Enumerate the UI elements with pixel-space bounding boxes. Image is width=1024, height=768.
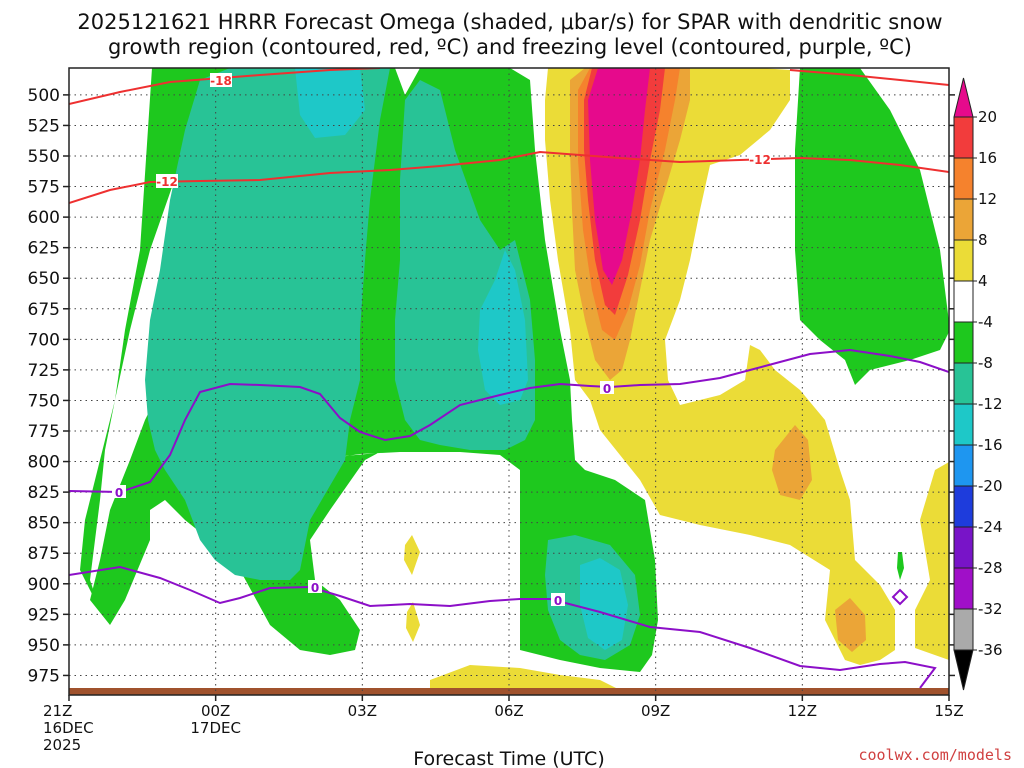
y-tick-label-625: 625 xyxy=(28,239,60,259)
colorbar-label-0: 20 xyxy=(978,108,997,126)
colorbar-segment-10 xyxy=(953,526,974,569)
colorbar-label-13: -36 xyxy=(978,641,1003,659)
chart-title-line-1: 2025121621 HRRR Forecast Omega (shaded, … xyxy=(77,10,942,34)
x-tick-label-2-0: 03Z xyxy=(348,702,377,720)
x-tick-label-5-0: 12Z xyxy=(788,702,817,720)
colorbar-top-triangle xyxy=(953,77,974,118)
colorbar-label-6: -8 xyxy=(978,354,993,372)
colorbar-segment-5 xyxy=(953,321,974,364)
omega-shading-cyan xyxy=(295,68,628,650)
y-tick-label-525: 525 xyxy=(28,116,60,136)
chart-title-line-2: growth region (contoured, red, ºC) and f… xyxy=(108,35,912,59)
x-tick-label-0-0: 21Z xyxy=(43,702,72,720)
colorbar-label-10: -24 xyxy=(978,518,1003,536)
y-tick-label-725: 725 xyxy=(28,361,60,381)
colorbar-label-11: -28 xyxy=(978,559,1003,577)
x-tick-label-4-0: 09Z xyxy=(641,702,670,720)
x-axis-label: Forecast Time (UTC) xyxy=(413,748,604,768)
dgz-label-minus12b: -12 xyxy=(749,153,771,167)
y-axis: 500 525 550 575 600 625 650 675 700 725 750 775 800 8… xyxy=(28,86,955,686)
y-tick-label-650: 650 xyxy=(28,269,60,289)
ground-surface xyxy=(69,688,949,695)
colorbar-label-5: -4 xyxy=(978,313,993,331)
colorbar-segment-7 xyxy=(953,403,974,446)
dgz-contour-labels: -18 -12 -12 xyxy=(156,73,771,189)
freezing-label-d: 0 xyxy=(603,382,611,396)
colorbar-segment-6 xyxy=(953,362,974,405)
colorbar-segment-9 xyxy=(953,485,974,528)
y-tick-label-550: 550 xyxy=(28,147,60,167)
colorbar-label-7: -12 xyxy=(978,395,1003,413)
freezing-level-contours xyxy=(69,348,949,689)
credit-text: coolwx.com/models xyxy=(858,746,1012,764)
colorbar-segment-1 xyxy=(953,157,974,200)
x-tick-label-1-1: 17DEC xyxy=(190,719,241,737)
y-tick-label-925: 925 xyxy=(28,605,60,625)
y-tick-label-975: 975 xyxy=(28,666,60,686)
y-tick-label-575: 575 xyxy=(28,178,60,198)
dgz-label-minus12a: -12 xyxy=(156,175,178,189)
x-tick-label-0-1: 16DEC xyxy=(43,719,94,737)
y-tick-label-750: 750 xyxy=(28,391,60,411)
colorbar-label-12: -32 xyxy=(978,600,1003,618)
freezing-level-labels: 0 0 0 0 xyxy=(112,381,614,608)
colorbar-segment-12 xyxy=(953,608,974,651)
y-tick-label-700: 700 xyxy=(28,330,60,350)
y-tick-label-800: 800 xyxy=(28,453,60,473)
colorbar-label-2: 12 xyxy=(978,190,997,208)
colorbar-segment-0 xyxy=(953,116,974,159)
y-tick-label-875: 875 xyxy=(28,544,60,564)
colorbar-label-8: -16 xyxy=(978,436,1003,454)
grid-lines xyxy=(69,68,949,695)
colorbar-label-3: 8 xyxy=(978,231,988,249)
y-tick-label-500: 500 xyxy=(28,86,60,106)
y-tick-label-950: 950 xyxy=(28,636,60,656)
x-tick-label-0-2: 2025 xyxy=(43,736,81,754)
x-tick-label-3-0: 06Z xyxy=(494,702,523,720)
colorbar-segment-2 xyxy=(953,198,974,241)
colorbar-segment-8 xyxy=(953,444,974,487)
y-tick-label-900: 900 xyxy=(28,575,60,595)
omega-shading-magenta xyxy=(588,68,650,285)
plot-area: -18 -12 -12 0 0 0 0 xyxy=(69,68,949,695)
colorbar-segment-11 xyxy=(953,567,974,610)
y-tick-label-825: 825 xyxy=(28,483,60,503)
freezing-label-a: 0 xyxy=(115,486,123,500)
x-tick-label-1-0: 00Z xyxy=(201,702,230,720)
y-tick-label-600: 600 xyxy=(28,208,60,228)
y-tick-label-675: 675 xyxy=(28,300,60,320)
freezing-label-c: 0 xyxy=(554,594,562,608)
colorbar: 20 16 12 8 4 -4 -8 -12 -16 -20 -24 -28 -32 -36 xyxy=(953,77,1003,691)
colorbar-label-1: 16 xyxy=(978,149,997,167)
colorbar-label-9: -20 xyxy=(978,477,1003,495)
x-tick-label-6-0: 15Z xyxy=(934,702,963,720)
freezing-label-b: 0 xyxy=(311,581,319,595)
colorbar-label-4: 4 xyxy=(978,272,988,290)
y-tick-label-850: 850 xyxy=(28,514,60,534)
y-tick-label-775: 775 xyxy=(28,422,60,442)
colorbar-segment-3 xyxy=(953,239,974,282)
dgz-label-minus18: -18 xyxy=(210,74,232,88)
colorbar-bottom-triangle xyxy=(953,649,974,691)
colorbar-segment-4 xyxy=(953,280,974,323)
